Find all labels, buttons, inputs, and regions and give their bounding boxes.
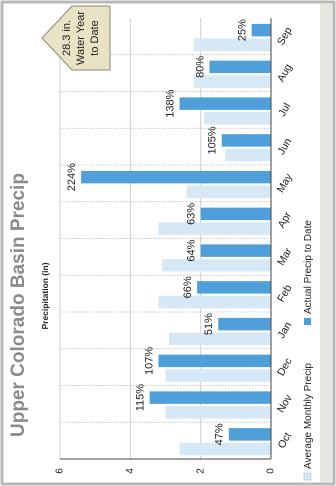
bar-average-apr (158, 222, 271, 235)
tick-label-value-0: 0 (266, 468, 277, 474)
chart-title: Upper Colorado Basin Precip (8, 173, 29, 437)
percent-label-oct: 47% (214, 423, 226, 445)
bar-average-feb (158, 295, 271, 309)
legend-swatch-actual (304, 318, 311, 325)
bar-average-dec (165, 369, 271, 382)
side-strip (320, 4, 332, 482)
bar-average-oct (179, 442, 271, 456)
percent-label-jun: 105% (207, 126, 219, 154)
badge-line-2: Water Year (75, 11, 87, 65)
bar-actual-feb (197, 281, 271, 294)
legend-label-actual: Actual Precip to Date (303, 220, 314, 314)
water-year-badge: 28.3 in. Water Year to Date (41, 5, 111, 71)
bar-average-jul (204, 112, 271, 125)
tick-label-value-6: 6 (55, 468, 66, 474)
bar-average-sep (193, 38, 271, 52)
bar-actual-sep (251, 23, 271, 37)
legend-label-average: Average Monthly Precip (303, 363, 314, 469)
tick-label-jul: Jul (276, 101, 293, 119)
tick-label-value-2: 2 (195, 468, 206, 474)
badge-line-1: 28.3 in. (61, 20, 73, 56)
legend-swatch-average (303, 472, 312, 481)
percent-label-dec: 107% (143, 347, 155, 375)
bar-average-nov (165, 406, 271, 419)
bar-actual-oct (228, 428, 271, 441)
bar-actual-may (81, 170, 271, 184)
bar-actual-jan (218, 317, 271, 331)
bar-average-aug (193, 75, 271, 88)
gridlines (59, 18, 272, 459)
bar-actual-aug (209, 60, 271, 74)
percent-label-sep: 25% (237, 19, 249, 41)
bar-average-jun (225, 148, 271, 162)
percent-label-jul: 138% (164, 89, 176, 117)
bar-average-jan (169, 332, 271, 346)
percent-label-feb: 66% (182, 276, 194, 298)
data-labels: 47% 115% 107% 51% 66% 64% 63% 224% 105% 138% 80% 25… (66, 19, 249, 445)
badge-line-3: to Date (89, 20, 101, 55)
y-axis-label: Precipitation (in) (40, 262, 50, 329)
tick-label-value-4: 4 (125, 468, 136, 474)
percent-label-may: 224% (66, 163, 78, 191)
legend: Average Monthly Precip Actual Precip to … (303, 220, 314, 481)
bar-actual-apr (200, 207, 271, 221)
percent-label-nov: 115% (135, 384, 147, 412)
bar-actual-nov (149, 391, 271, 404)
bar-average-may (186, 185, 271, 199)
bar-actual-dec (158, 354, 271, 368)
percent-label-apr: 63% (186, 203, 198, 225)
bar-actual-jun (221, 134, 271, 147)
percent-label-aug: 80% (194, 56, 206, 78)
bar-actual-jul (179, 97, 271, 110)
percent-label-mar: 64% (186, 239, 198, 261)
percent-label-jan: 51% (203, 313, 215, 335)
bar-actual-mar (200, 244, 271, 257)
bar-average-mar (161, 259, 271, 272)
bars (81, 23, 271, 456)
